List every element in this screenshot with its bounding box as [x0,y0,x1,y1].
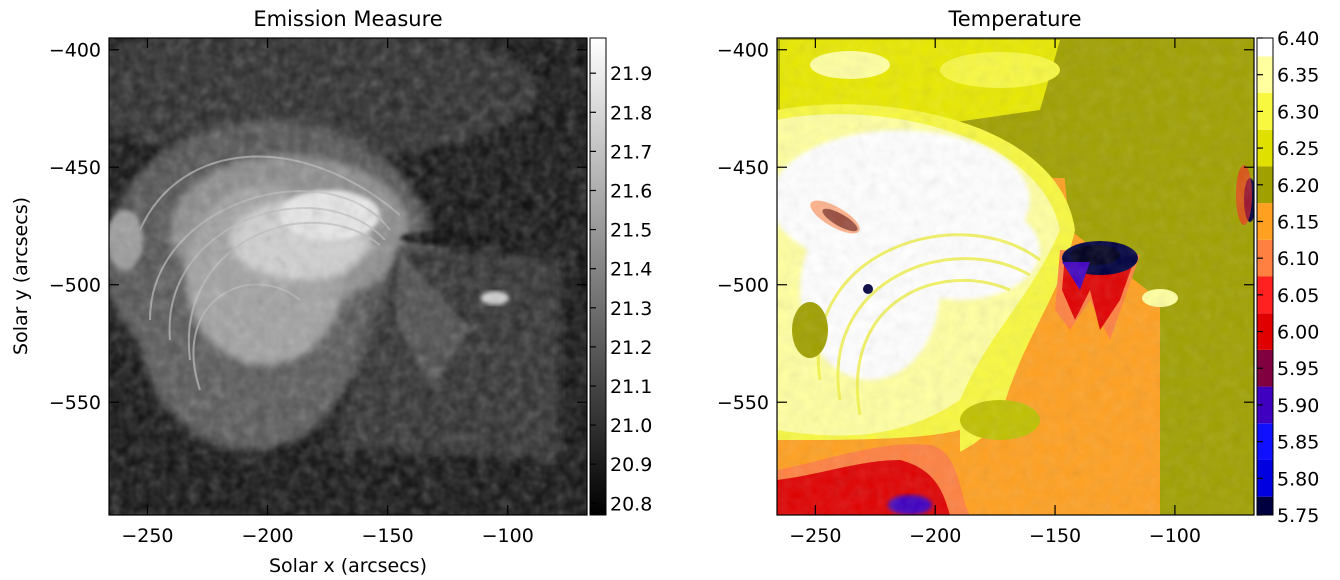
colorbar-tick-label: 21.3 [610,298,652,320]
em-plot-frame [108,37,588,516]
y-tick-label: −550 [717,392,769,414]
em-title: Emission Measure [253,7,442,31]
x-tick-label: −150 [1029,525,1081,547]
colorbar-level [1257,423,1273,460]
colorbar-level [1257,459,1273,497]
colorbar-level [1257,276,1273,314]
colorbar-tick-label: 6.30 [1277,101,1319,123]
y-tick-label: −400 [49,40,101,62]
x-tick-label: −200 [241,525,293,547]
colorbar-level [1257,203,1273,240]
colorbar-level [1257,129,1273,167]
colorbar-tick-label: 21.8 [610,102,652,124]
colorbar-tick-label: 5.90 [1277,395,1319,417]
x-tick-label: −100 [482,525,534,547]
temp-x-axis: −250 −200 −150 −100 [789,38,1201,547]
em-panel: Emission Measure [10,7,652,577]
y-tick-label: −450 [717,157,769,179]
em-colorbar [589,37,607,516]
colorbar-tick-label: 21.7 [610,141,652,163]
em-colorbar-axis: 20.8 20.9 21.0 21.1 21.2 21.3 21.4 21.5 21.6 21.7… [590,63,652,515]
y-tick-label: −500 [717,275,769,297]
temp-colorbar-frame [1256,37,1274,516]
temp-panel: Temperature [717,7,1320,547]
em-y-axis-label: Solar y (arcsecs) [10,197,32,355]
colorbar-tick-label: 6.35 [1277,65,1319,87]
colorbar-tick-label: 21.0 [610,415,652,437]
colorbar-tick-label: 21.9 [610,63,652,85]
colorbar-tick-label: 5.95 [1277,358,1319,380]
em-image [109,38,587,515]
colorbar-tick-label: 6.05 [1277,285,1319,307]
temp-y-axis: −400 −450 −500 −550 [717,40,1254,414]
colorbar-level [1257,166,1273,204]
colorbar-tick-label: 20.8 [610,493,652,515]
x-tick-label: −250 [789,525,841,547]
x-tick-label: −200 [909,525,961,547]
colorbar-tick-label: 21.4 [610,259,652,281]
temp-colorbar-axis: 5.75 5.80 5.85 5.90 5.95 6.00 6.05 6.10 6.15 6.20… [1257,28,1319,527]
colorbar-tick-label: 21.2 [610,337,652,359]
temp-image [777,38,1254,515]
em-x-axis-label: Solar x (arcsecs) [269,555,427,577]
colorbar-level [1257,496,1273,515]
colorbar-tick-label: 21.1 [610,376,652,398]
colorbar-tick-label: 6.25 [1277,138,1319,160]
colorbar-level [1257,239,1273,277]
x-tick-label: −100 [1149,525,1201,547]
em-x-axis: −250 −200 −150 −100 [121,38,534,547]
colorbar-tick-label: 21.5 [610,220,652,242]
colorbar-level [1257,56,1273,94]
y-tick-label: −450 [49,157,101,179]
temp-plot-frame [776,37,1255,516]
em-y-axis: −400 −450 −500 −550 [49,40,587,414]
y-tick-label: −550 [49,392,101,414]
colorbar-level [1257,349,1273,387]
colorbar-tick-label: 6.00 [1277,322,1319,344]
colorbar-tick-label: 5.85 [1277,432,1319,454]
temp-colorbar [1257,38,1273,515]
colorbar-tick-label: 21.6 [610,180,652,202]
y-tick-label: −500 [49,275,101,297]
temp-title: Temperature [947,7,1081,31]
x-tick-label: −150 [362,525,414,547]
colorbar-tick-label: 6.15 [1277,211,1319,233]
x-tick-label: −250 [121,525,173,547]
colorbar-tick-label: 5.80 [1277,468,1319,490]
colorbar-level [1257,313,1273,350]
colorbar-tick-label: 6.10 [1277,248,1319,270]
colorbar-tick-label: 20.9 [610,454,652,476]
y-tick-label: −400 [717,40,769,62]
colorbar-tick-label: 6.20 [1277,175,1319,197]
colorbar-tick-label: 6.40 [1277,28,1319,50]
colorbar-level [1257,386,1273,424]
colorbar-level [1257,38,1273,57]
colorbar-level [1257,93,1273,130]
colorbar-tick-label: 5.75 [1277,505,1319,527]
